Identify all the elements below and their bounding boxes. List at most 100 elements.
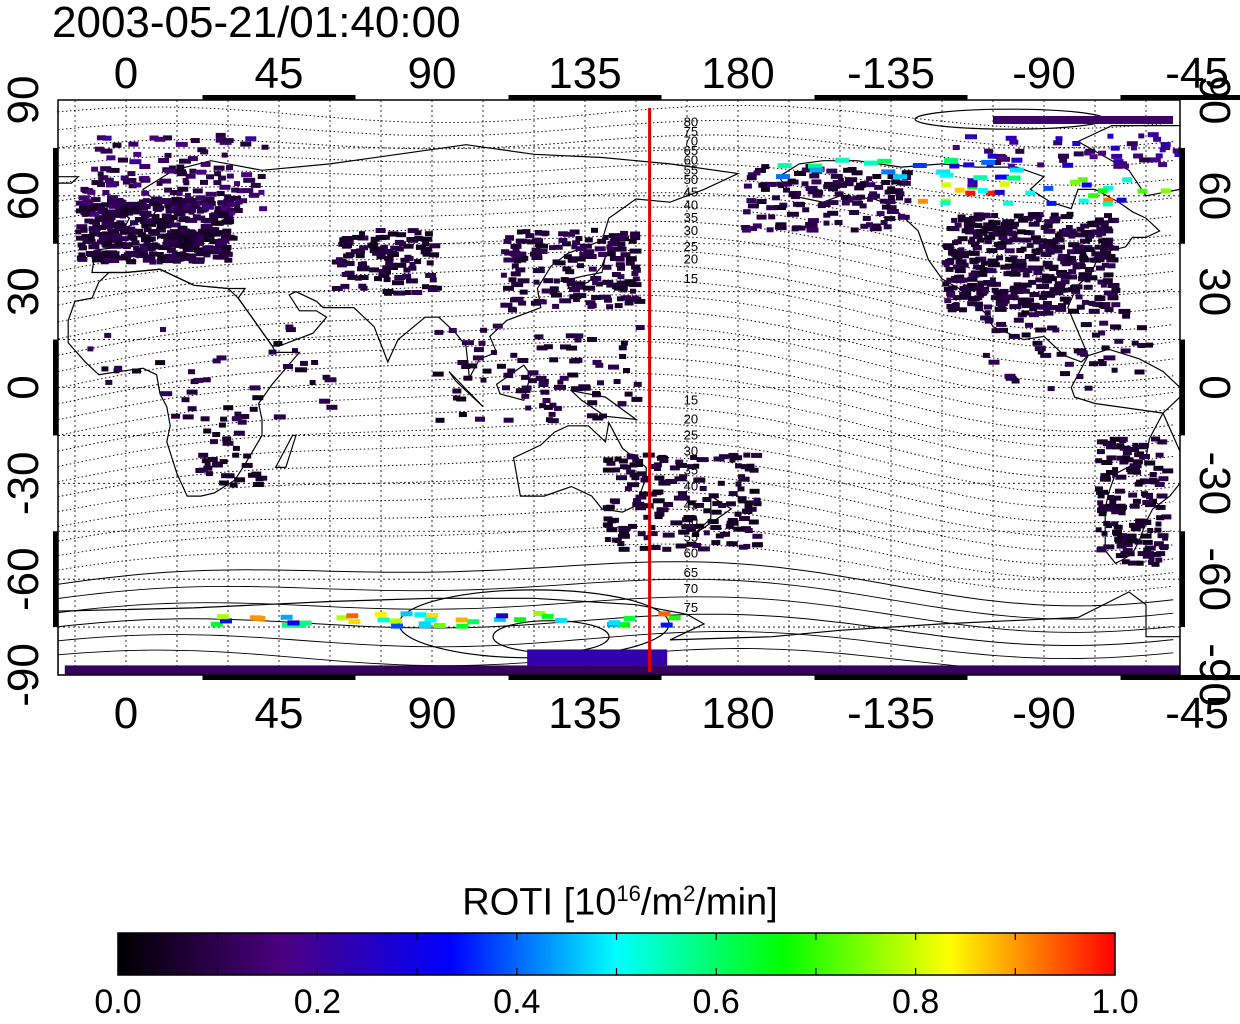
roti-cell	[1058, 254, 1067, 260]
roti-cell	[1050, 212, 1059, 218]
roti-cell	[344, 270, 355, 276]
roti-cell	[372, 250, 385, 256]
roti-cell	[648, 525, 656, 531]
roti-cell	[171, 413, 181, 419]
roti-cell	[458, 412, 467, 417]
roti-cell	[999, 181, 1010, 187]
roti-cell	[234, 411, 242, 417]
x-tick-label-top: 180	[701, 49, 774, 98]
roti-cell	[1111, 367, 1118, 373]
roti-cell	[149, 230, 160, 236]
colorbar-title: ROTI [1016/m2/min]	[462, 881, 778, 924]
roti-cell	[421, 246, 433, 252]
roti-cell	[510, 297, 520, 303]
roti-cell	[273, 341, 283, 346]
colorbar-tick-label: 0.6	[692, 983, 740, 1021]
roti-cell	[261, 144, 269, 150]
contour-line	[58, 149, 1174, 186]
roti-cell	[948, 250, 958, 256]
roti-cell	[407, 228, 419, 234]
roti-cell	[75, 208, 86, 214]
x-tick-label-top: 90	[408, 49, 457, 98]
roti-cell	[958, 247, 965, 253]
roti-cell	[1153, 136, 1162, 142]
roti-cell	[805, 185, 818, 191]
roti-cell	[420, 249, 431, 255]
roti-cell	[1072, 141, 1081, 146]
y-tick-label-left: 90	[0, 76, 48, 125]
roti-cell	[946, 291, 956, 296]
contour-label: 55	[684, 530, 698, 545]
roti-cell	[295, 367, 307, 373]
roti-cell	[1107, 133, 1114, 139]
roti-cell	[1055, 306, 1067, 312]
roti-cell	[338, 241, 348, 247]
roti-cell	[114, 365, 123, 371]
roti-cell	[743, 183, 752, 189]
roti-cell	[87, 189, 96, 195]
roti-cell	[727, 518, 738, 523]
roti-cell	[252, 395, 264, 401]
roti-cell	[414, 612, 427, 618]
roti-cell	[1055, 233, 1063, 239]
roti-cell	[1009, 237, 1021, 243]
frame-tick-bar	[1180, 339, 1185, 436]
roti-cell	[989, 277, 996, 283]
roti-cell	[608, 620, 621, 626]
roti-cell	[738, 498, 747, 504]
roti-cell	[424, 617, 437, 623]
roti-cell	[680, 495, 690, 501]
contour-line	[58, 309, 1174, 384]
roti-cell	[598, 252, 608, 257]
roti-cell	[1118, 510, 1126, 516]
roti-cell	[643, 535, 650, 541]
roti-cell	[463, 375, 473, 381]
roti-cell	[133, 245, 140, 251]
roti-cell	[1042, 260, 1053, 266]
roti-cell	[182, 414, 194, 420]
roti-cell	[1059, 296, 1071, 302]
roti-cell	[734, 511, 742, 517]
roti-cell	[424, 231, 433, 237]
roti-cell	[1098, 504, 1107, 510]
roti-cell	[1132, 498, 1141, 504]
roti-cell	[157, 254, 164, 260]
roti-cell	[579, 251, 588, 257]
roti-cell	[192, 188, 203, 194]
roti-cell	[166, 258, 175, 264]
roti-cell	[886, 209, 899, 214]
y-tick-label-right: -60	[1190, 547, 1239, 611]
roti-cell	[639, 545, 649, 551]
roti-cell	[300, 360, 308, 366]
roti-cell	[185, 198, 197, 204]
roti-cell	[1128, 492, 1138, 498]
roti-cell	[669, 465, 680, 471]
roti-cell	[457, 360, 469, 365]
roti-cell	[1132, 459, 1143, 465]
roti-cell	[128, 231, 135, 237]
roti-cell	[676, 462, 687, 468]
roti-cell	[617, 541, 625, 547]
roti-cell	[158, 245, 170, 250]
roti-cell	[350, 249, 362, 255]
roti-cell	[842, 197, 854, 203]
roti-cell	[173, 211, 183, 217]
roti-cell	[164, 242, 173, 248]
roti-cell	[1095, 265, 1105, 271]
roti-cell	[809, 173, 820, 179]
roti-cell	[637, 531, 646, 537]
roti-cell	[170, 202, 181, 208]
roti-cell	[214, 171, 222, 177]
roti-cell	[225, 235, 238, 241]
roti-cell	[373, 246, 385, 252]
roti-cell	[1174, 152, 1180, 157]
roti-cell	[1142, 500, 1153, 505]
roti-cell	[1040, 251, 1047, 257]
roti-cell	[829, 183, 841, 189]
roti-cell	[1137, 343, 1146, 348]
roti-cell	[1038, 304, 1049, 310]
roti-cell	[959, 286, 970, 291]
roti-cell	[467, 619, 479, 625]
roti-cell	[1010, 268, 1019, 274]
roti-cell	[1052, 237, 1065, 243]
